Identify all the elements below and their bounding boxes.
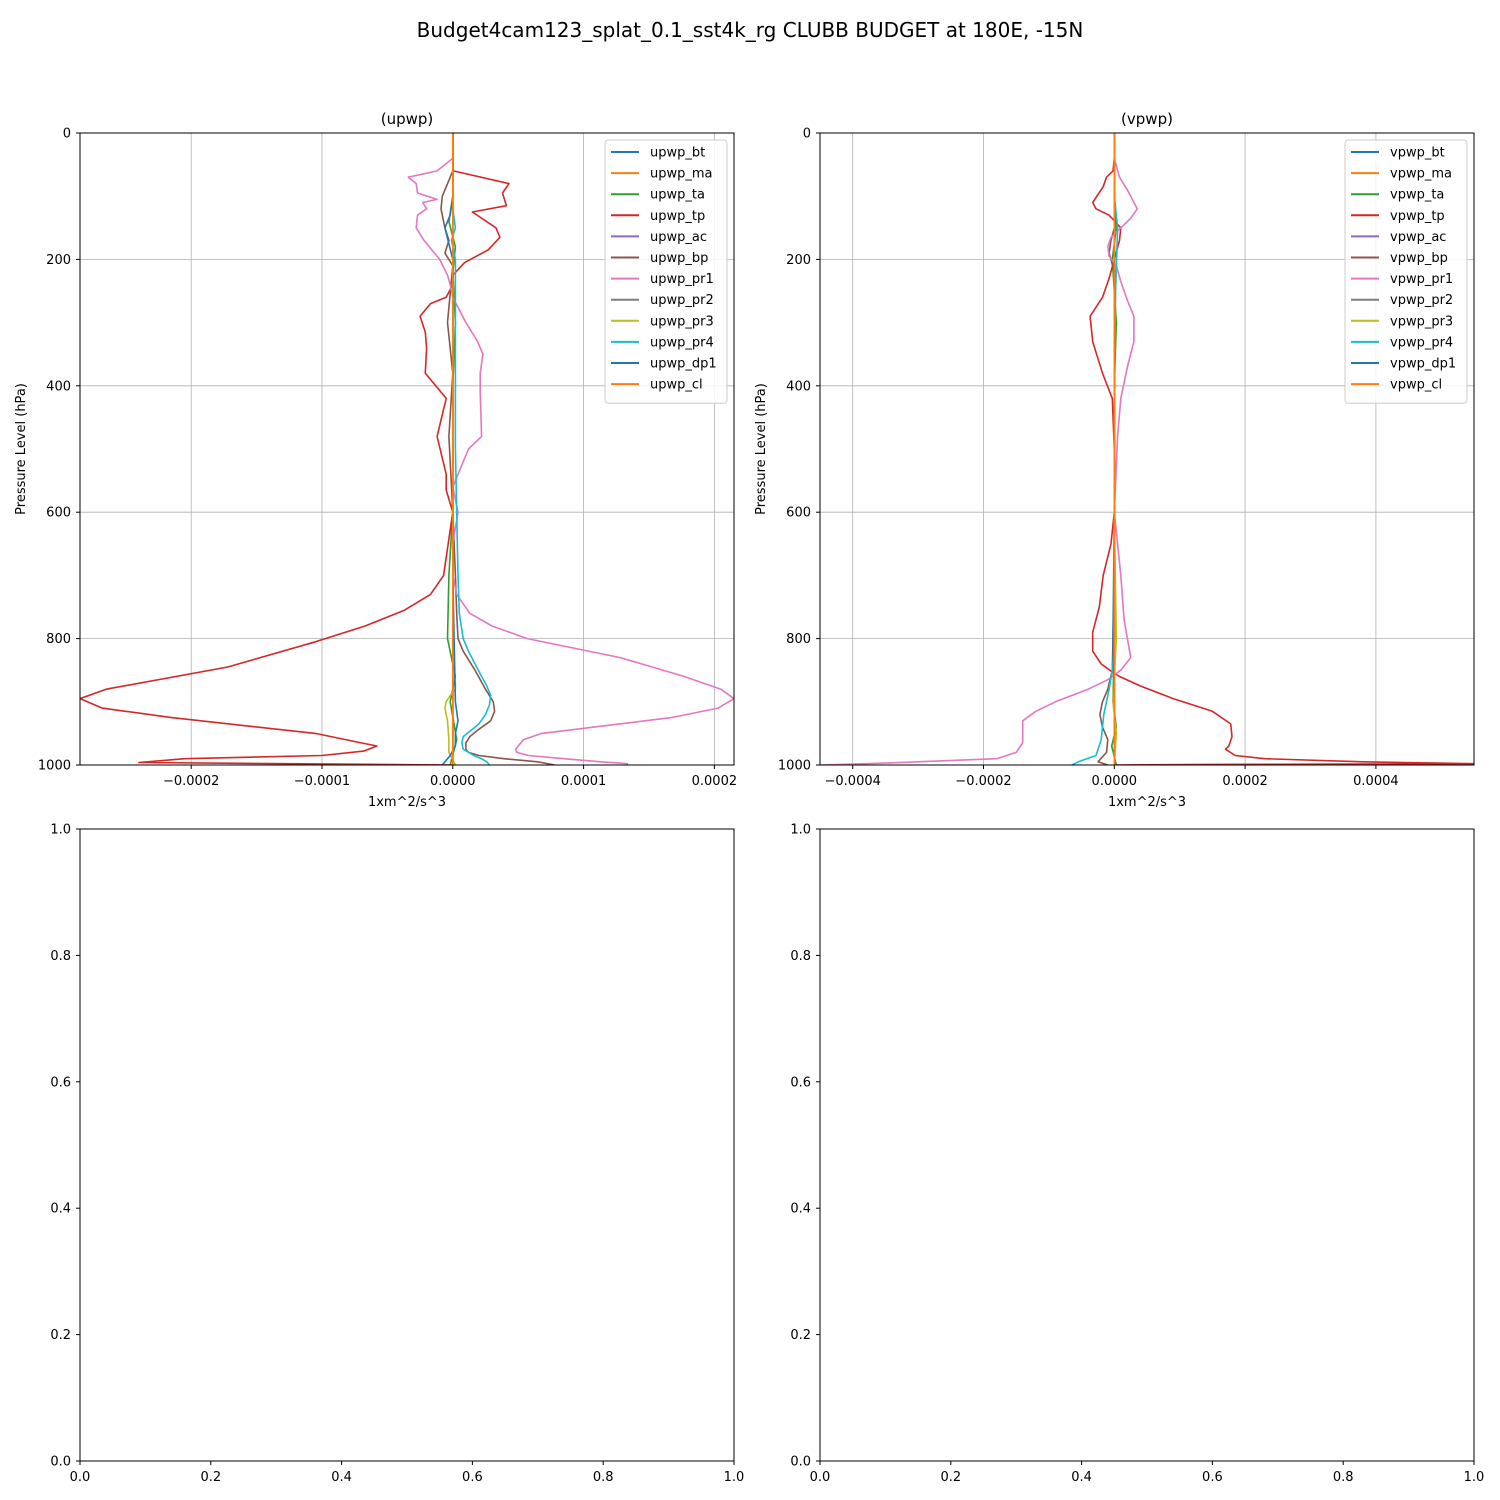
y-tick-label: 0.2 [50, 1328, 71, 1343]
x-tick-label: 1.0 [724, 1470, 745, 1485]
chart-title: (upwp) [381, 110, 434, 128]
y-tick-label: 0.0 [790, 1455, 811, 1470]
legend: upwp_bt upwp_ma upwp_ta upwp_tp upwp_ac upwp_… [604, 139, 728, 404]
legend-label: vpwp_bt [1390, 146, 1445, 161]
y-tick-label: 0.2 [790, 1328, 811, 1343]
y-tick-label: 0.4 [50, 1202, 71, 1217]
chart-panel-1: −0.0002 −0.0001 0.0000 0.0001 0.0002 0 200 400 6… [14, 110, 737, 810]
series-group [820, 133, 1474, 765]
series-line-upwp_pr1 [407, 133, 734, 765]
x-tick-label: −0.0002 [955, 774, 1011, 789]
x-tick-label: 0.2 [200, 1470, 221, 1485]
y-tick-label: 0.0 [50, 1455, 71, 1470]
legend-label: upwp_ma [650, 167, 713, 182]
x-tick-label: 0.0000 [430, 774, 476, 789]
legend-label: vpwp_bp [1390, 251, 1448, 266]
plot-area [80, 829, 734, 1461]
x-tick-label: 0.0 [810, 1470, 831, 1485]
chart-panel-2: −0.0004 −0.0002 0.0000 0.0002 0.0004 0 200 400 6… [754, 110, 1475, 810]
y-tick-label: 600 [46, 506, 71, 521]
series-line-vpwp_tp [1089, 133, 1474, 765]
figure-suptitle: Budget4cam123_splat_0.1_sst4k_rg CLUBB B… [417, 18, 1084, 42]
y-tick-label: 1000 [778, 759, 811, 774]
x-axis-label: 1xm^2/s^3 [1108, 795, 1186, 810]
y-tick-label: 0.4 [790, 1202, 811, 1217]
legend-label: upwp_pr2 [650, 293, 714, 308]
legend-label: vpwp_pr4 [1390, 335, 1453, 350]
legend-label: upwp_ac [650, 230, 707, 245]
y-tick-label: 0.8 [790, 949, 811, 964]
y-axis-label: Pressure Level (hPa) [754, 383, 769, 515]
x-tick-label: −0.0002 [163, 774, 219, 789]
axes-frame [79, 132, 735, 766]
legend-label: upwp_bt [650, 146, 705, 161]
legend-label: upwp_cl [650, 378, 703, 393]
y-tick-label: 0.8 [50, 949, 71, 964]
legend-label: vpwp_pr2 [1390, 293, 1453, 308]
y-tick-label: 1.0 [50, 823, 71, 838]
y-tick-label: 1000 [38, 759, 71, 774]
y-tick-label: 200 [786, 253, 811, 268]
legend-label: upwp_pr1 [650, 272, 714, 287]
legend: vpwp_bt vpwp_ma vpwp_ta vpwp_tp vpwp_ac vpwp_… [1344, 139, 1468, 404]
axes-frame [79, 828, 735, 1462]
axes-frame [819, 828, 1475, 1462]
series-line-vpwp_pr1 [820, 133, 1138, 765]
x-tick-label: 0.6 [1202, 1470, 1223, 1485]
legend-label: vpwp_dp1 [1390, 357, 1456, 372]
legend-label: vpwp_ta [1390, 188, 1444, 203]
legend-label: upwp_tp [650, 209, 705, 224]
x-tick-label: 0.8 [593, 1470, 614, 1485]
x-tick-label: −0.0004 [825, 774, 881, 789]
legend-label: vpwp_cl [1390, 378, 1442, 393]
series-line-upwp_tp [80, 133, 510, 765]
x-tick-label: 0.4 [331, 1470, 352, 1485]
x-tick-label: 0.6 [462, 1470, 483, 1485]
legend-box [1344, 139, 1468, 404]
legend-label: upwp_ta [650, 188, 705, 203]
legend-label: upwp_dp1 [650, 357, 717, 372]
y-tick-label: 0 [63, 127, 71, 142]
y-tick-label: 0.6 [790, 1075, 811, 1090]
x-tick-label: 0.2 [940, 1470, 961, 1485]
x-tick-label: 0.8 [1333, 1470, 1354, 1485]
x-axis-label: 1xm^2/s^3 [368, 795, 446, 810]
legend-label: vpwp_ma [1390, 167, 1452, 182]
x-tick-label: 1.0 [1464, 1470, 1485, 1485]
legend-label: vpwp_pr3 [1390, 314, 1453, 329]
x-tick-label: 0.0 [70, 1470, 91, 1485]
series-group [80, 133, 734, 765]
x-tick-label: 0.0004 [1353, 774, 1399, 789]
y-tick-label: 1.0 [790, 823, 811, 838]
x-tick-label: 0.0002 [692, 774, 738, 789]
legend-label: vpwp_tp [1390, 209, 1445, 224]
y-axis-label: Pressure Level (hPa) [14, 383, 29, 515]
y-tick-label: 400 [786, 379, 811, 394]
legend-label: upwp_bp [650, 251, 708, 266]
legend-label: upwp_pr4 [650, 335, 714, 350]
x-tick-label: 0.0001 [561, 774, 607, 789]
legend-box [604, 139, 728, 404]
x-tick-label: 0.4 [1071, 1470, 1092, 1485]
x-tick-label: −0.0001 [294, 774, 350, 789]
y-tick-label: 800 [786, 632, 811, 647]
legend-label: vpwp_ac [1390, 230, 1446, 245]
y-tick-label: 200 [46, 253, 71, 268]
legend-label: upwp_pr3 [650, 314, 714, 329]
chart-panel-3: 0.0 0.2 0.4 0.6 0.8 1.0 0.0 0.2 0.4 0.6 0.8 1.0 [50, 823, 744, 1486]
chart-panel-4: 0.0 0.2 0.4 0.6 0.8 1.0 0.0 0.2 0.4 0.6 0.8 1.0 [790, 823, 1484, 1486]
x-tick-label: 0.0002 [1222, 774, 1268, 789]
plot-area [820, 829, 1474, 1461]
y-tick-label: 400 [46, 379, 71, 394]
legend-label: vpwp_pr1 [1390, 272, 1453, 287]
y-tick-label: 600 [786, 506, 811, 521]
y-tick-label: 800 [46, 632, 71, 647]
chart-title: (vpwp) [1121, 110, 1173, 128]
x-tick-label: 0.0000 [1092, 774, 1138, 789]
y-tick-label: 0.6 [50, 1075, 71, 1090]
axes-frame [819, 132, 1475, 766]
y-tick-label: 0 [803, 127, 811, 142]
series-line-vpwp_pr4 [1071, 133, 1119, 765]
